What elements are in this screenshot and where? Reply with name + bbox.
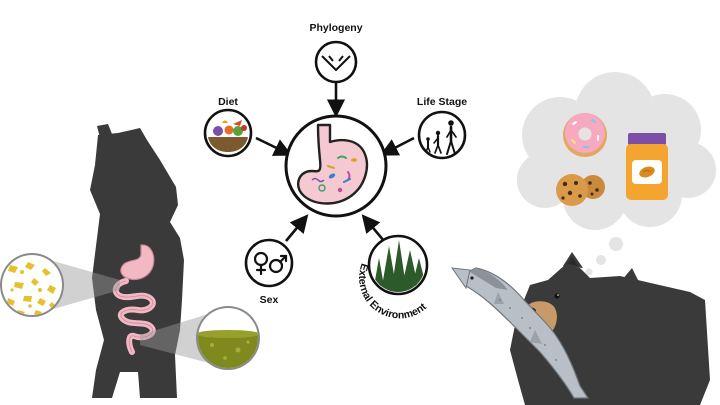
sex-label: Sex <box>260 294 279 306</box>
gut-organs <box>112 244 156 355</box>
factor-sex: Sex <box>244 238 294 306</box>
life-stage-label: Life Stage <box>417 96 467 108</box>
stomach-icon <box>120 244 155 281</box>
salmon-icon <box>450 267 590 399</box>
sex-symbols-icon <box>253 251 288 276</box>
center-node <box>284 114 388 218</box>
arrow-sex <box>285 214 309 242</box>
phylogeny-label: Phylogeny <box>309 22 362 34</box>
donut-icon <box>563 113 607 157</box>
factor-external-environment: External Environment <box>356 234 429 321</box>
stomach-microbes-icon <box>297 123 369 205</box>
gut-content-icon <box>196 306 260 370</box>
factor-phylogeny: Phylogeny <box>309 22 363 84</box>
food-bowl-icon <box>208 120 248 152</box>
arrow-diet <box>255 136 293 156</box>
factor-life-stage: Life Stage <box>417 96 467 160</box>
peanut-butter-jar-icon <box>626 133 668 200</box>
phylogeny-tree-icon <box>321 55 351 71</box>
natural-diet-icon <box>0 253 64 317</box>
diagram-arrows <box>255 82 415 242</box>
thought-cloud <box>517 72 716 276</box>
bear-eating-salmon <box>450 252 710 405</box>
human-growth-icon <box>425 120 457 155</box>
cookies-icon <box>556 174 605 206</box>
factor-diet: Diet <box>203 96 253 158</box>
arrow-external-environment <box>361 214 385 242</box>
arrow-life-stage <box>379 136 415 156</box>
diet-label: Diet <box>218 96 238 108</box>
